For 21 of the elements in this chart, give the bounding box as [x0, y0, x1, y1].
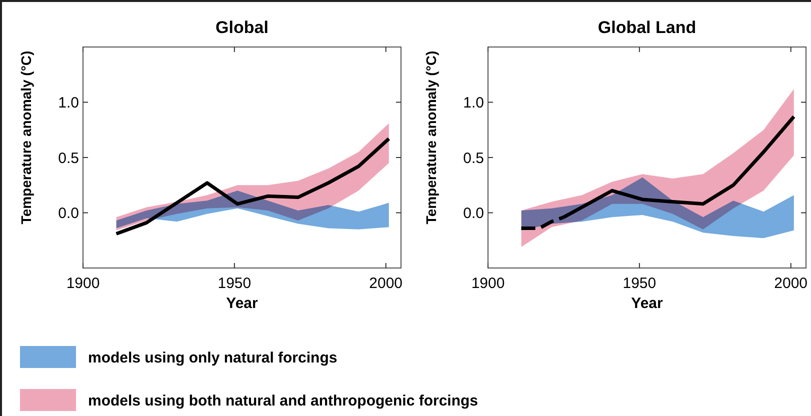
y-axis-title: Temperature anomaly (°C): [423, 50, 439, 224]
y-tick-label: 0.0: [58, 205, 79, 222]
line-series: [114, 136, 391, 236]
legend-label: models using both natural and anthropogenic forcings: [88, 392, 478, 410]
x-tick-label: 2000: [774, 275, 808, 292]
legend-label: models using only natural forcings: [88, 349, 338, 366]
chart-title: Global: [216, 18, 268, 37]
x-axis-title: Year: [631, 295, 664, 312]
x-tick-label: 1900: [471, 275, 505, 292]
y-tick-label: 1.0: [463, 94, 484, 112]
x-tick-label: 2000: [369, 275, 403, 292]
y-tick-label: 0.5: [463, 150, 484, 167]
y-tick-label: 1.0: [58, 94, 79, 112]
x-tick-label: 1900: [66, 275, 100, 292]
y-tick-label: 0.0: [463, 205, 484, 222]
x-axis-title: Year: [226, 295, 258, 312]
x-tick-label: 1950: [622, 275, 656, 292]
chart-title: Global Land: [598, 18, 696, 37]
y-tick-label: 0.5: [58, 150, 79, 167]
x-tick-label: 1950: [218, 275, 252, 292]
y-axis-title: Temperature anomaly (°C): [18, 50, 34, 224]
